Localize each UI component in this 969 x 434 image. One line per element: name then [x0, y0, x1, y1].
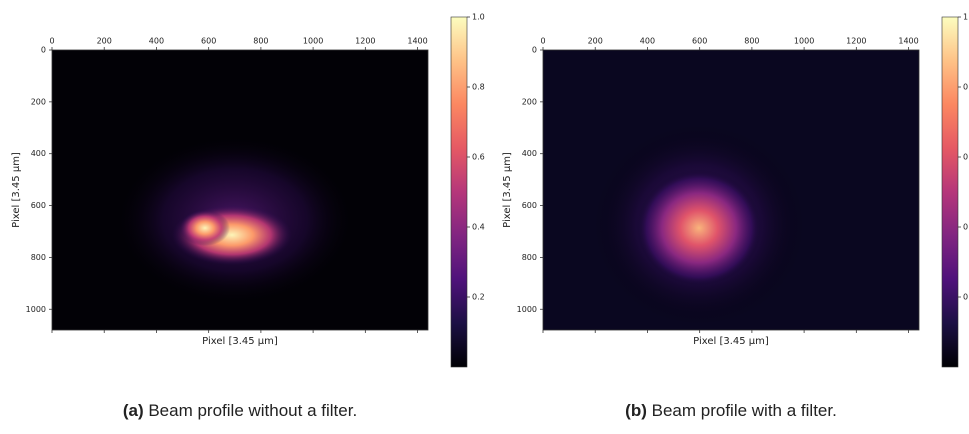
y-tick-label: 800	[522, 253, 537, 262]
caption-text: Beam profile without a filter.	[148, 401, 357, 420]
y-tick-label: 200	[31, 97, 46, 106]
x-tick-label: 200	[588, 37, 603, 46]
caption-label: (b)	[625, 401, 647, 420]
y-tick-label: 800	[31, 253, 46, 262]
x-tick-label: 1400	[407, 37, 427, 46]
colorbar	[450, 16, 468, 368]
x-tick-label: 400	[149, 37, 164, 46]
y-axis-label: Pixel [3.45 μm]	[11, 152, 22, 228]
colorbar-tick-label: 0	[963, 153, 968, 162]
image	[52, 50, 428, 330]
colorbar-tick-label: 1	[963, 13, 968, 22]
x-tick-label: 0	[540, 37, 545, 46]
caption: (b) Beam profile with a filter.	[625, 401, 837, 420]
plot-frame	[51, 49, 429, 331]
y-tick-label: 0	[41, 46, 46, 55]
colorbar-tick-label: 0	[963, 223, 968, 232]
caption-label: (a)	[123, 401, 144, 420]
y-tick-label: 0	[532, 46, 537, 55]
x-tick-label: 1200	[846, 37, 866, 46]
colorbar-tick-label: 0	[963, 293, 968, 302]
x-tick-label: 600	[201, 37, 216, 46]
y-tick-label: 1000	[517, 305, 537, 314]
colorbar-tick-label: 0.4	[472, 223, 485, 232]
plot-frame	[542, 49, 920, 331]
x-tick-label: 400	[640, 37, 655, 46]
y-tick-label: 600	[31, 201, 46, 210]
colorbar-tick-label: 0	[963, 83, 968, 92]
x-axis-label: Pixel [3.45 μm]	[693, 336, 769, 347]
y-tick-label: 1000	[26, 305, 46, 314]
x-tick-label: 0	[49, 37, 54, 46]
y-tick-label: 200	[522, 97, 537, 106]
caption-text: Beam profile with a filter.	[652, 401, 837, 420]
y-tick-label: 400	[522, 149, 537, 158]
colorbar-tick-label: 0.8	[472, 83, 485, 92]
caption: (a) Beam profile without a filter.	[123, 401, 357, 420]
x-tick-label: 600	[692, 37, 707, 46]
colorbar-tick-label: 0.2	[472, 293, 485, 302]
colorbar	[941, 16, 959, 368]
y-tick-label: 400	[31, 149, 46, 158]
x-axis-label: Pixel [3.45 μm]	[202, 336, 278, 347]
colorbar-tick-label: 1.0	[472, 13, 485, 22]
x-tick-label: 1200	[355, 37, 375, 46]
x-tick-label: 200	[97, 37, 112, 46]
y-tick-label: 600	[522, 201, 537, 210]
x-tick-label: 1400	[898, 37, 918, 46]
y-axis-label: Pixel [3.45 μm]	[502, 152, 513, 228]
x-tick-label: 800	[744, 37, 759, 46]
x-tick-label: 1000	[303, 37, 323, 46]
x-tick-label: 1000	[794, 37, 814, 46]
image	[543, 50, 919, 330]
colorbar-tick-label: 0.6	[472, 153, 485, 162]
x-tick-label: 800	[253, 37, 268, 46]
